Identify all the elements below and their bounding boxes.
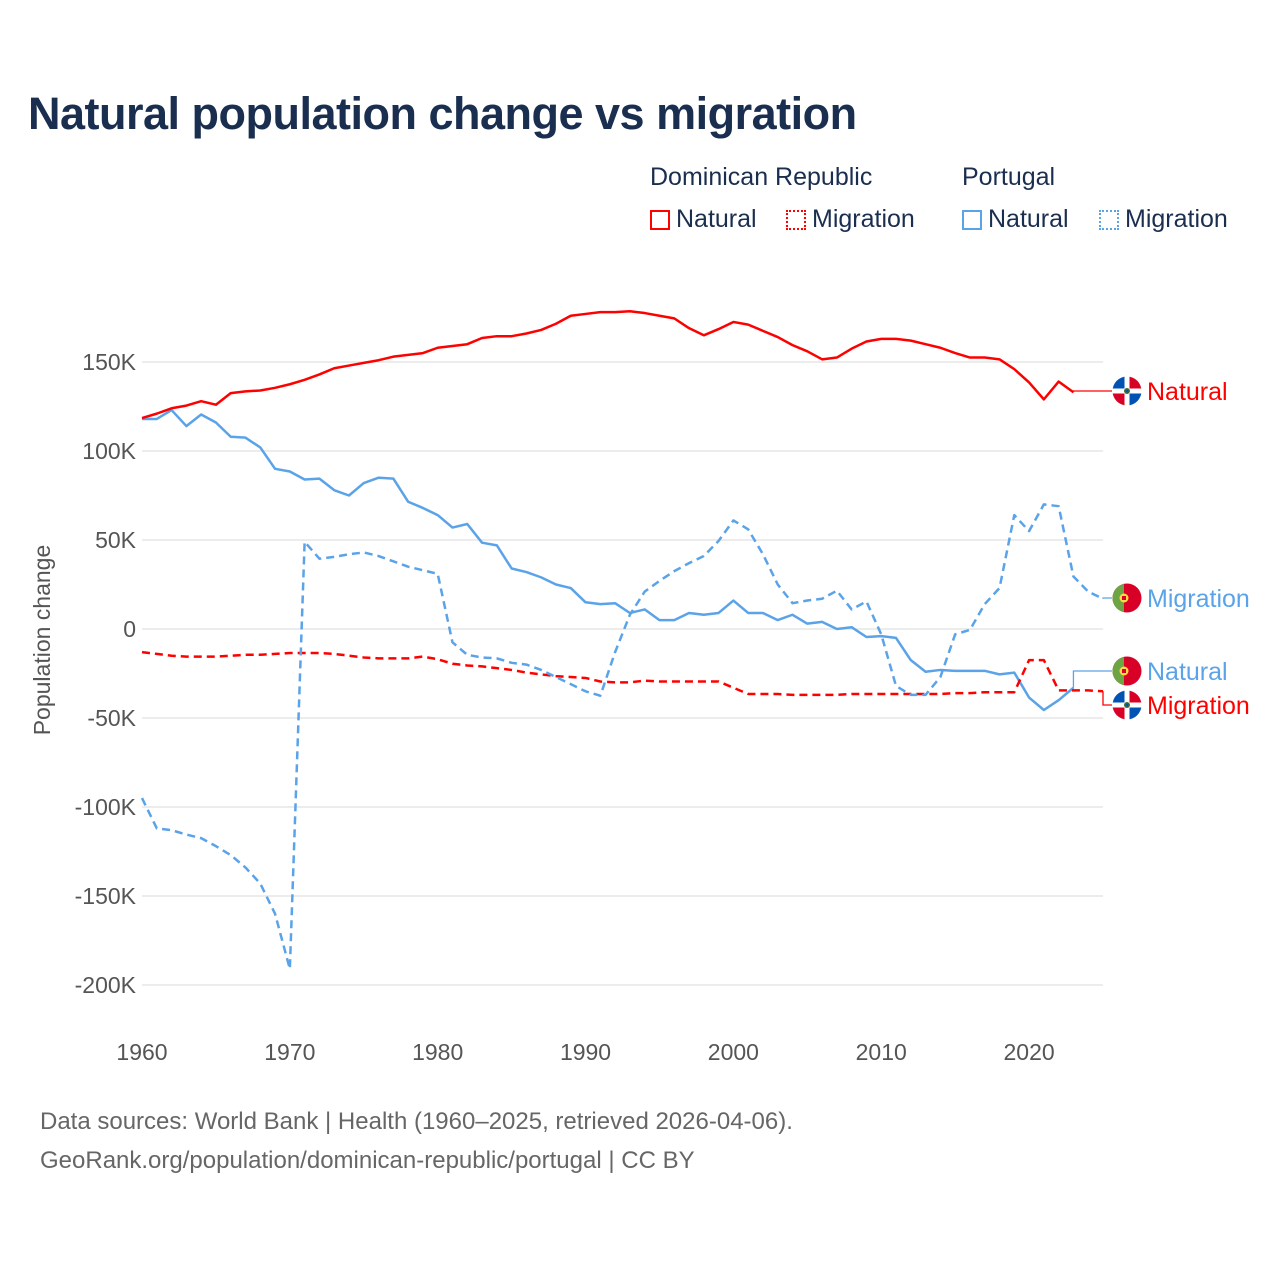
- label-connector: [1072, 390, 1112, 393]
- series-line-dominican-republic-migration: [141, 650, 1104, 697]
- series-line-portugal-migration: [140, 503, 1104, 971]
- y-tick-label: -200K: [75, 972, 137, 998]
- series-end-label: Natural: [1147, 378, 1228, 406]
- legend-label: Migration: [812, 205, 915, 233]
- y-tick-label: -100K: [75, 794, 137, 820]
- footer-sources: Data sources: World Bank | Health (1960–…: [40, 1108, 793, 1135]
- flag-red-tr: [1129, 376, 1142, 389]
- legend-group-dominican-republic: Dominican Republic: [650, 163, 873, 191]
- solid-swatch-icon: [962, 209, 982, 230]
- flag-blue-br: [1129, 707, 1142, 720]
- x-tick-label: 1990: [560, 1039, 611, 1065]
- series-end-label: Migration: [1147, 692, 1250, 720]
- x-tick-label: 2000: [708, 1039, 759, 1065]
- legend-label: Natural: [988, 205, 1069, 233]
- flag-blue-br: [1129, 393, 1142, 406]
- flag-emblem-center: [1125, 703, 1129, 707]
- flag-blue-tl: [1112, 690, 1125, 703]
- series-line-dominican-republic-natural: [141, 310, 1075, 420]
- legend-item-dr-migration[interactable]: Migration: [786, 205, 915, 234]
- x-tick-label: 1960: [116, 1039, 167, 1065]
- flag-shield: [1122, 596, 1126, 600]
- flag-green: [1112, 583, 1124, 613]
- legend-item-dr-natural[interactable]: Natural: [650, 205, 757, 234]
- flag-body: [1112, 583, 1142, 613]
- flag-body: [1112, 690, 1142, 720]
- legend-item-pt-migration[interactable]: Migration: [1099, 205, 1228, 234]
- solid-swatch-icon: [650, 209, 670, 230]
- label-connector: [1072, 670, 1112, 688]
- portugal-flag-icon: [1112, 656, 1142, 686]
- y-tick-label: 0: [123, 616, 136, 642]
- footer-attribution: GeoRank.org/population/dominican-republi…: [40, 1147, 695, 1174]
- chart-title: Natural population change vs migration: [28, 88, 857, 139]
- legend-label: Natural: [676, 205, 757, 233]
- flag-red-tr: [1129, 690, 1142, 703]
- series-end-label: Migration: [1147, 585, 1250, 613]
- x-tick-label: 2020: [1003, 1039, 1054, 1065]
- flag-body: [1112, 376, 1142, 406]
- y-tick-label: -50K: [87, 705, 136, 731]
- dominican-republic-flag-icon: [1112, 690, 1142, 720]
- legend-item-pt-natural[interactable]: Natural: [962, 205, 1069, 234]
- flag-emblem-center: [1125, 389, 1129, 393]
- series-line-portugal-natural: [142, 408, 1075, 712]
- x-tick-label: 1980: [412, 1039, 463, 1065]
- flag-shield: [1122, 669, 1126, 673]
- y-tick-label: 150K: [82, 349, 136, 375]
- label-connector: [1102, 691, 1112, 706]
- legend-label: Migration: [1125, 205, 1228, 233]
- y-tick-label: -150K: [75, 883, 137, 909]
- label-connector: [1102, 597, 1112, 599]
- flag-red-bl: [1112, 393, 1125, 406]
- flag-red-bl: [1112, 707, 1125, 720]
- legend-group-portugal: Portugal: [962, 163, 1056, 191]
- portugal-flag-icon: [1112, 583, 1142, 613]
- flag-body: [1112, 656, 1142, 686]
- x-tick-label: 1970: [264, 1039, 315, 1065]
- flag-blue-tl: [1112, 376, 1125, 389]
- y-tick-label: 50K: [95, 527, 137, 553]
- dominican-republic-flag-icon: [1112, 376, 1142, 406]
- flag-green: [1112, 656, 1124, 686]
- dotted-swatch-icon: [1099, 209, 1119, 230]
- y-axis-label: Population change: [29, 545, 55, 736]
- x-tick-label: 2010: [856, 1039, 907, 1065]
- series-end-label: Natural: [1147, 658, 1228, 686]
- y-tick-label: 100K: [82, 438, 136, 464]
- dotted-swatch-icon: [786, 209, 806, 230]
